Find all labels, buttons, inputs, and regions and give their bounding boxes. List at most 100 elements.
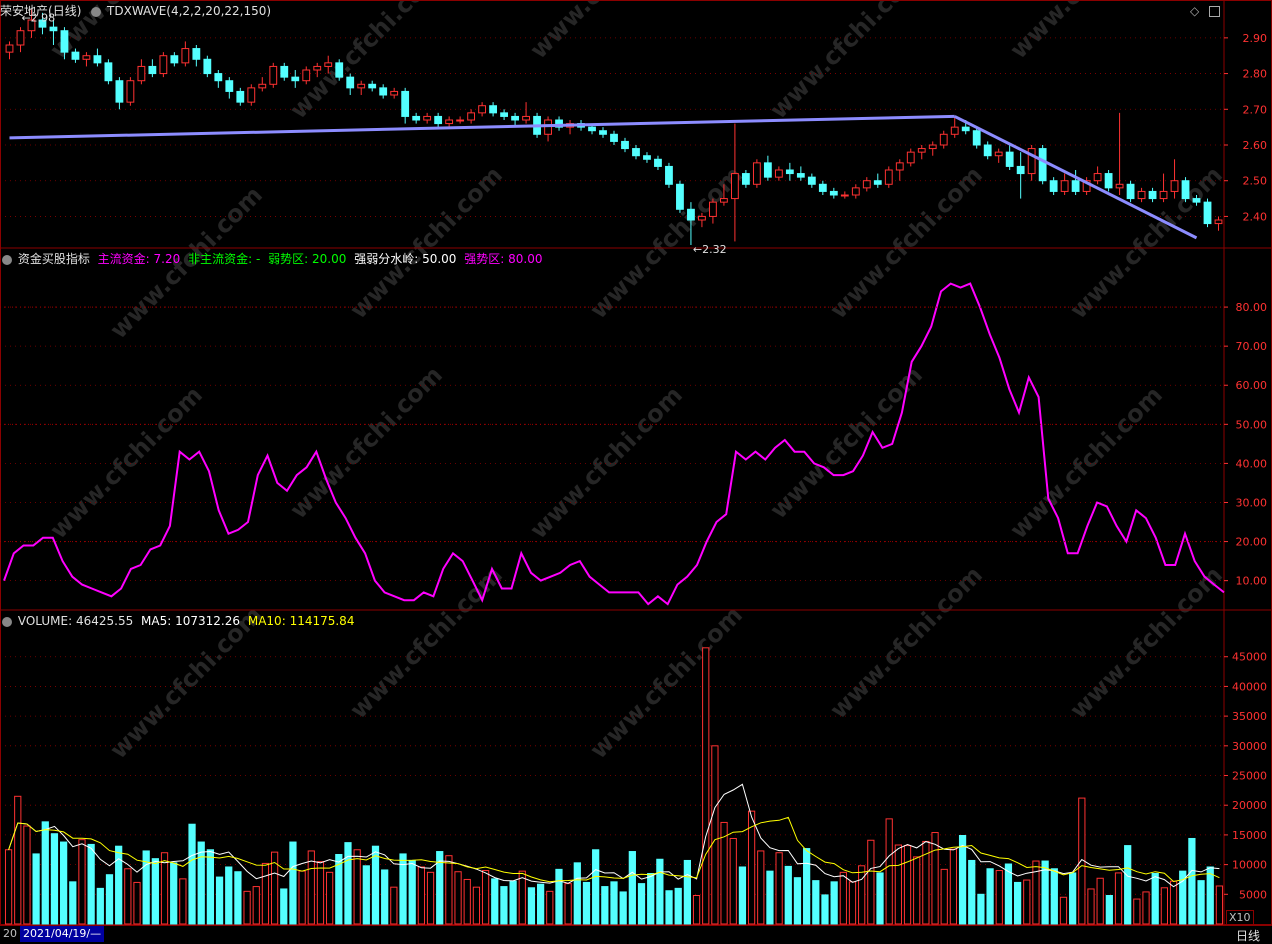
candle-body <box>379 87 388 96</box>
candle-body <box>357 83 366 89</box>
volume-bar <box>270 851 279 925</box>
volume-header: VOLUME: 46425.55 MA5: 107312.26 MA10: 11… <box>0 611 358 631</box>
settings-icon[interactable] <box>2 254 12 265</box>
ma10-label: MA10: <box>247 614 286 628</box>
volume-bar <box>1188 837 1196 925</box>
volume-bar <box>50 833 59 925</box>
fund-indicator-name[interactable]: 资金买股指标 <box>17 252 90 266</box>
fund-tick-label: 70.00 <box>1236 340 1268 353</box>
candle-body <box>621 140 629 150</box>
candlestick-chart[interactable]: ←2.98 ←2.32 <box>5 9 1223 256</box>
candle-body <box>1159 190 1168 200</box>
candle-body <box>214 73 223 82</box>
restore-icon[interactable] <box>1209 6 1220 17</box>
volume-bar <box>417 866 425 925</box>
volume-bar <box>41 821 49 925</box>
candle-body <box>807 176 816 185</box>
volume-bar <box>371 845 380 925</box>
candle-body <box>27 19 36 32</box>
settings-icon[interactable] <box>2 616 12 627</box>
volume-bar <box>1041 860 1049 925</box>
candle-body <box>599 130 607 135</box>
candle-body <box>1148 190 1157 200</box>
volume-bar <box>1160 887 1168 925</box>
candle-body <box>730 173 739 200</box>
candle-body <box>93 55 102 64</box>
candle-body <box>247 87 256 103</box>
candle-body <box>291 76 300 82</box>
ma10-line <box>8 816 1220 883</box>
volume-bar <box>628 851 636 925</box>
watermark-text: www.cfchi.com <box>524 0 687 64</box>
volume-bar <box>637 883 646 925</box>
volume-bar <box>1059 896 1068 925</box>
candle-body <box>324 62 333 67</box>
candle-body <box>1016 165 1025 175</box>
fund-tick-label: 80.00 <box>1236 301 1268 314</box>
main-fund-line <box>3 282 1225 606</box>
volume-bar <box>995 870 1003 925</box>
candle-body <box>917 148 926 153</box>
candle-body <box>335 62 344 78</box>
candle-body <box>1027 148 1036 175</box>
volume-tick-label: 40000 <box>1232 680 1267 693</box>
volume-bar <box>729 837 737 925</box>
volume-bar <box>601 886 609 925</box>
candle-body <box>643 155 651 160</box>
candle-body <box>829 190 838 196</box>
fund-indicator-chart[interactable] <box>0 282 1225 606</box>
volume-bar <box>142 850 150 925</box>
watermark-text: www.cfchi.com <box>344 561 507 724</box>
volume-bar <box>206 849 215 925</box>
volume-bar <box>747 810 756 925</box>
volume-bar <box>839 871 847 925</box>
volume-tick-label: 35000 <box>1232 710 1267 723</box>
volume-tick-label: 5000 <box>1239 888 1267 901</box>
volume-bar <box>491 878 499 925</box>
volume-bar <box>848 881 857 925</box>
volume-bar <box>803 848 811 925</box>
settings-icon[interactable] <box>91 6 102 17</box>
volume-bar <box>619 891 627 925</box>
fund-tick-label: 40.00 <box>1236 457 1268 470</box>
candle-body <box>1060 180 1069 192</box>
volume-bar <box>1069 872 1077 925</box>
candle-body <box>71 51 80 60</box>
volume-bar <box>151 858 159 925</box>
volume-bar <box>124 868 132 925</box>
volume-bar <box>775 852 783 925</box>
volume-label[interactable]: VOLUME: <box>17 614 73 628</box>
volume-bar <box>23 825 31 925</box>
volume-bar <box>454 871 462 925</box>
trend-line <box>9 114 955 140</box>
volume-bar <box>555 868 563 925</box>
stock-name[interactable]: 荣安地产 <box>0 4 49 18</box>
candle-body <box>1005 151 1014 167</box>
volume-bar <box>307 850 315 925</box>
volume-bar <box>326 871 334 925</box>
volume-bar <box>913 856 921 925</box>
candle-body <box>1126 183 1135 200</box>
volume-bar <box>720 821 728 925</box>
candle-body <box>489 105 498 114</box>
volume-bar <box>1105 894 1113 925</box>
window-controls: ◇ <box>1190 4 1220 18</box>
volume-bar <box>1050 868 1058 925</box>
strong-zone-label: 强势区: <box>464 252 505 266</box>
volume-bar <box>738 866 747 925</box>
volume-bar <box>14 795 22 925</box>
date-prefix: 20 <box>3 927 17 940</box>
volume-chart[interactable] <box>4 647 1224 925</box>
volume-bar <box>87 843 95 925</box>
volume-bar <box>1179 870 1187 925</box>
period-button[interactable]: 日线 <box>1236 929 1261 943</box>
volume-bar <box>115 845 123 925</box>
candle-body <box>280 65 289 78</box>
candle-body <box>895 162 904 171</box>
candle-body <box>1071 180 1080 192</box>
wave-indicator-label[interactable]: TDXWAVE(4,2,2,20,22,150) <box>107 4 272 18</box>
watermark-text: www.cfchi.com <box>824 561 987 724</box>
diamond-icon[interactable]: ◇ <box>1189 4 1200 18</box>
volume-bar <box>958 835 967 925</box>
